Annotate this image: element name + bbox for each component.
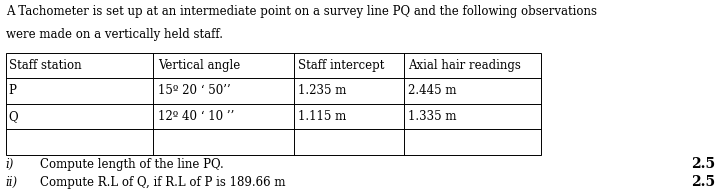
Text: Axial hair readings: Axial hair readings [408,59,521,72]
Text: were made on a vertically held staff.: were made on a vertically held staff. [6,28,222,40]
Text: 12º 40 ‘ 10 ’’: 12º 40 ‘ 10 ’’ [158,110,234,123]
Text: 1.235 m: 1.235 m [298,84,346,97]
Text: i): i) [6,158,14,171]
Text: A Tachometer is set up at an intermediate point on a survey line PQ and the foll: A Tachometer is set up at an intermediat… [6,5,597,18]
Text: Staff intercept: Staff intercept [298,59,384,72]
Text: Q: Q [9,110,18,123]
Text: P: P [9,84,17,97]
Text: 2.5: 2.5 [690,175,715,189]
Text: 2.5: 2.5 [690,157,715,171]
Text: Compute R.L of Q, if R.L of P is 189.66 m: Compute R.L of Q, if R.L of P is 189.66 … [40,176,285,189]
Text: 2.445 m: 2.445 m [408,84,456,97]
Bar [6,53,541,155]
Text: 1.115 m: 1.115 m [298,110,346,123]
Text: Compute length of the line PQ.: Compute length of the line PQ. [40,158,223,171]
Text: 1.335 m: 1.335 m [408,110,456,123]
Text: Vertical angle: Vertical angle [158,59,240,72]
Text: Staff station: Staff station [9,59,81,72]
Text: ii): ii) [6,176,18,189]
Text: 15º 20 ‘ 50’’: 15º 20 ‘ 50’’ [158,84,230,97]
